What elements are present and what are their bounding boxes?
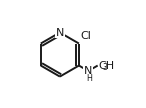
Text: CH: CH xyxy=(98,61,114,71)
Text: Cl: Cl xyxy=(80,31,91,41)
Text: 3: 3 xyxy=(102,63,107,72)
Text: H: H xyxy=(86,74,92,83)
Text: N: N xyxy=(56,28,64,37)
Text: N: N xyxy=(84,66,93,76)
